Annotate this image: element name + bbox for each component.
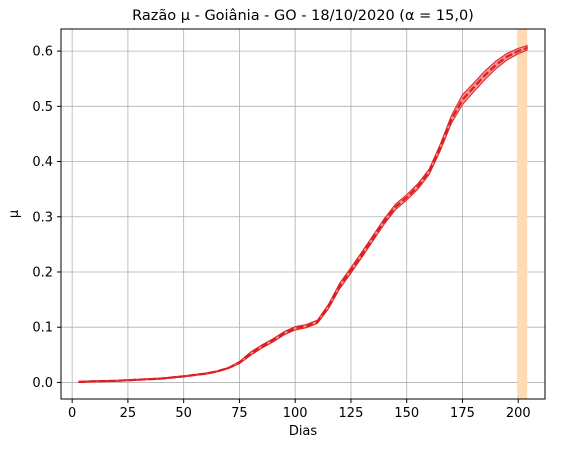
x-axis-title: Dias <box>289 424 318 439</box>
y-tick-label: 0.0 <box>32 376 53 391</box>
y-tick-label: 0.3 <box>32 210 53 225</box>
y-tick-label: 0.2 <box>32 265 53 280</box>
x-tick-label: 100 <box>283 406 308 421</box>
plot-frame <box>60 28 546 400</box>
confidence-band <box>78 44 528 383</box>
y-tick-label: 0.4 <box>32 155 53 170</box>
x-tick-label: 75 <box>231 406 248 421</box>
chart-title: Razão μ - Goiânia - GO - 18/10/2020 (α =… <box>132 8 474 24</box>
y-axis: 0.0 0.1 0.2 0.3 0.4 0.5 0.6 <box>32 45 61 391</box>
x-tick-label: 25 <box>120 406 137 421</box>
x-tick-label: 50 <box>175 406 192 421</box>
x-tick-label: 200 <box>506 406 531 421</box>
highlight-span <box>517 29 528 399</box>
series-line <box>78 46 528 383</box>
y-axis-title: μ <box>7 210 22 218</box>
y-tick-label: 0.5 <box>32 100 53 115</box>
x-tick-label: 150 <box>394 406 419 421</box>
x-tick-label: 0 <box>68 406 76 421</box>
series-group <box>78 46 528 383</box>
grid <box>61 29 545 399</box>
forecast-highlight-region <box>517 29 528 399</box>
x-tick-label: 125 <box>339 406 364 421</box>
confidence-band-group <box>78 44 528 383</box>
x-axis: 0 25 50 75 100 125 150 175 200 <box>68 399 531 421</box>
x-tick-label: 175 <box>450 406 475 421</box>
y-tick-label: 0.1 <box>32 321 53 336</box>
y-tick-label: 0.6 <box>32 45 53 60</box>
